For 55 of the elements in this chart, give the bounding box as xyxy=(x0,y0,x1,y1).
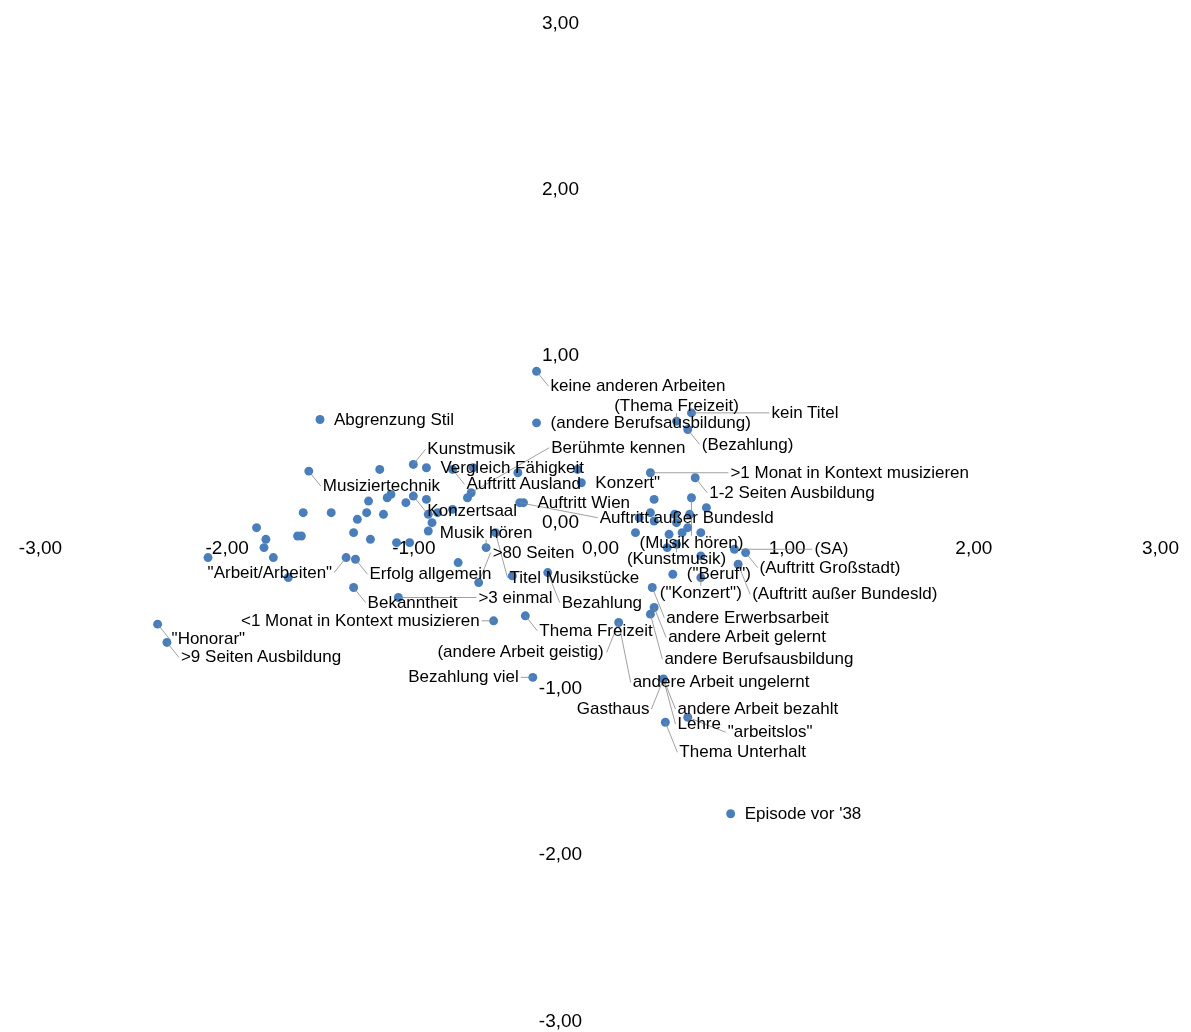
annotation: >80 Seiten xyxy=(492,542,575,562)
annotation: "Honorar" xyxy=(171,629,246,649)
annotation: Lehre xyxy=(677,714,721,734)
x-tick-label: 3,00 xyxy=(1142,536,1179,558)
annotation: Auftritt Wien xyxy=(537,492,631,512)
annotation: (andere Arbeit geistig) xyxy=(437,642,604,662)
annotation: <1 Monat in Kontext musizieren xyxy=(241,610,480,630)
annotation: (Thema Freizeit) xyxy=(614,396,739,416)
annotation: Berühmte kennen xyxy=(551,437,686,457)
annotation: Musik hören xyxy=(439,522,533,542)
y-tick-label: -2,00 xyxy=(538,843,583,865)
annotation: Bezahlung viel xyxy=(408,667,519,687)
annotation: (Auftritt außer Bundesld) xyxy=(752,584,938,604)
annotation: andere Berufsausbildung xyxy=(664,649,854,669)
x-tick-label: 2,00 xyxy=(955,536,993,558)
annotation: >3 einmal xyxy=(478,587,553,607)
annotation: (Musik hören) xyxy=(639,532,744,552)
annotation: "arbeitslos" xyxy=(727,722,813,742)
y-tick-label: 3,00 xyxy=(542,11,579,33)
x-tick-label: 1,00 xyxy=(768,536,806,558)
annotation: Episode vor '38 xyxy=(744,803,862,823)
annotation: kein Titel xyxy=(771,402,839,422)
x-tick-label: -1,00 xyxy=(392,536,436,558)
annotation: 1-2 Seiten Ausbildung xyxy=(709,482,875,502)
x-tick-label: -3,00 xyxy=(18,536,63,558)
annotation: Vergleich Fähigkeit xyxy=(440,457,585,477)
annotation: Bekanntheit xyxy=(367,592,458,612)
annotation: ("Konzert") xyxy=(659,582,742,602)
annotation: Thema Freizeit xyxy=(539,620,653,640)
annotation: Kunstmusik xyxy=(427,439,516,459)
annotation: Bezahlung xyxy=(561,592,643,612)
annotation: >9 Seiten Ausbildung xyxy=(180,647,342,667)
y-tick-label: -3,00 xyxy=(538,1009,583,1031)
annotation: Titel Musikstücke xyxy=(509,567,640,587)
annotation: keine anderen Arbeiten xyxy=(550,376,726,396)
annotation: Musiziertechnik xyxy=(322,476,441,496)
annotation: Thema Unterhalt xyxy=(679,742,807,762)
x-tick-label: -2,00 xyxy=(205,536,249,558)
annotation: "Arbeit/Arbeiten" xyxy=(207,562,333,582)
annotation: andere Erwerbsarbeit xyxy=(666,607,830,627)
annotation: >1 Monat in Kontext musizieren xyxy=(730,462,970,482)
y-tick-label: 2,00 xyxy=(542,177,579,199)
y-tick-label: 0,00 xyxy=(542,510,579,532)
annotation: (SA) xyxy=(814,539,849,559)
annotation: (Bezahlung) xyxy=(701,434,794,454)
y-tick-label: -1,00 xyxy=(538,676,583,698)
annotation: Gasthaus xyxy=(576,699,650,719)
annotation: (Auftritt Großstadt) xyxy=(759,557,901,577)
annotation: andere Arbeit ungelernt xyxy=(632,672,810,692)
annotation: Konzert" xyxy=(595,472,660,492)
annotation: andere Arbeit gelernt xyxy=(668,627,827,647)
y-tick-label: 1,00 xyxy=(542,344,579,366)
annotation: Erfolg allgemein xyxy=(369,564,492,584)
annotation: Abgrenzung Stil xyxy=(334,409,455,429)
x-tick-label: 0,00 xyxy=(582,536,619,558)
